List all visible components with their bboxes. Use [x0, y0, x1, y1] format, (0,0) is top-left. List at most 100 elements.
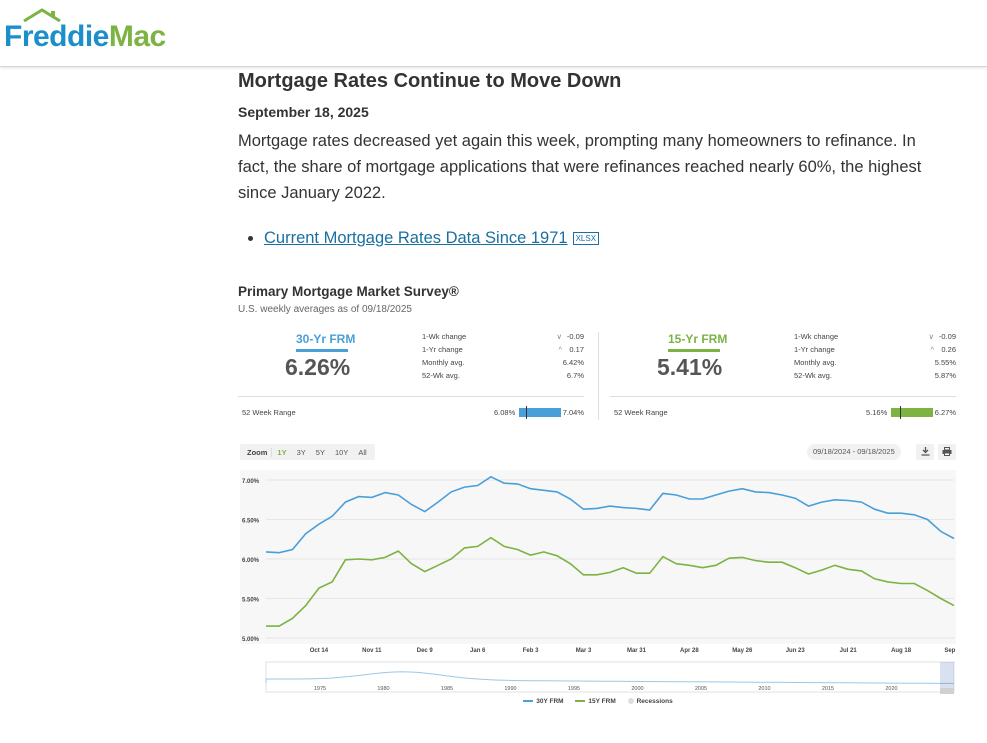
- print-button[interactable]: [938, 444, 956, 460]
- legend-item-recessions[interactable]: Recessions: [627, 698, 673, 705]
- stat-key: 1-Yr change: [422, 345, 463, 354]
- stat-value: -0.09: [566, 332, 584, 341]
- rate-underline: [296, 349, 348, 352]
- zoom-label: Zoom: [243, 447, 273, 457]
- down-arrow-icon: ∨: [928, 332, 935, 341]
- date-range-picker[interactable]: 09/18/2024 - 09/18/2025: [807, 444, 901, 460]
- x-tick-label: Sep 15: [944, 648, 956, 654]
- x-tick-label: Dec 9: [417, 648, 434, 654]
- y-tick-label: 6.00%: [242, 558, 260, 564]
- zoom-selector: Zoom 1Y 3Y 5Y 10Y All: [240, 444, 375, 460]
- x-tick-label: Feb 3: [523, 648, 539, 654]
- rate-label: 30-Yr FRM: [296, 332, 356, 346]
- legend-label: Recessions: [636, 698, 673, 705]
- rate-panel-15yr: 15-Yr FRM 5.41% 1-Wk change ∨ -0.09 1-Yr c…: [610, 332, 956, 422]
- series-line-15y-frm: [266, 536, 955, 627]
- stat-value: 6.42%: [562, 358, 584, 367]
- zoom-3y-button[interactable]: 3Y: [296, 447, 306, 457]
- stat-value: -0.09: [938, 332, 956, 341]
- rate-value: 6.26%: [285, 354, 351, 380]
- xlsx-badge-icon: XLSX: [572, 232, 600, 246]
- logo-wordmark: FreddieMac: [4, 20, 166, 54]
- line-swatch-icon: [523, 700, 534, 703]
- article-body: Mortgage rates decreased yet again this …: [238, 132, 922, 202]
- x-tick-label: May 26: [732, 648, 753, 654]
- house-roof-icon: [23, 8, 61, 22]
- down-arrow-icon: ∨: [556, 332, 563, 341]
- navigator-tick-label: 2000: [631, 686, 643, 692]
- range-bar: [891, 406, 933, 419]
- zoom-10y-button[interactable]: 10Y: [334, 447, 349, 457]
- stat-row: 52-Wk avg. 5.87%: [794, 371, 956, 384]
- zoom-5y-button[interactable]: 5Y: [315, 447, 325, 457]
- print-icon: [942, 447, 952, 456]
- x-tick-label: Oct 14: [310, 648, 329, 654]
- range-marker: [900, 406, 901, 419]
- rate-stats: 1-Wk change ∨ -0.09 1-Yr change ^ 0.17 Month…: [422, 332, 584, 384]
- divider: [238, 396, 584, 397]
- rate-panel-30yr: 30-Yr FRM 6.26% 1-Wk change ∨ -0.09 1-Yr c…: [238, 332, 584, 422]
- range-marker: [526, 406, 527, 419]
- pmms-title: Primary Mortgage Market Survey®: [238, 284, 459, 299]
- logo-freddie: Freddie: [4, 20, 109, 53]
- rate-underline: [668, 349, 720, 352]
- x-tick-label: Mar 3: [576, 648, 592, 654]
- y-tick-label: 5.50%: [242, 598, 260, 604]
- divider: [610, 396, 956, 397]
- range-label: 52 Week Range: [614, 408, 668, 417]
- navigator-tick-label: 1995: [568, 686, 580, 692]
- bullet-icon: [248, 236, 253, 242]
- navigator-tick-label: 2015: [822, 686, 834, 692]
- rates-line-chart[interactable]: 7.00% 6.50% 6.00% 5.50% 5.00% Oct 14 Nov 11 Dec…: [240, 470, 956, 708]
- navigator-tick-label: 1990: [504, 686, 516, 692]
- stat-key: 52-Wk avg.: [422, 371, 460, 380]
- x-tick-label: Jan 6: [470, 648, 486, 654]
- site-header: FreddieMac: [0, 0, 987, 67]
- up-arrow-icon: ^: [558, 345, 562, 354]
- navigator-tick-label: 2005: [695, 686, 707, 692]
- logo-mac: Mac: [108, 20, 166, 53]
- range-fill: [519, 408, 561, 417]
- navigator-tick-label: 1985: [441, 686, 453, 692]
- range-label: 52 Week Range: [242, 408, 296, 417]
- series-line-30y-frm: [265, 475, 955, 554]
- zoom-1y-button[interactable]: 1Y: [277, 447, 287, 457]
- stat-value: 6.7%: [566, 371, 584, 380]
- zoom-all-button[interactable]: All: [358, 447, 367, 457]
- rate-label: 15-Yr FRM: [668, 332, 728, 346]
- navigator-series-line: [265, 671, 955, 684]
- legend-item-15y[interactable]: 15Y FRM: [575, 698, 616, 705]
- x-tick-label: Apr 28: [680, 648, 699, 654]
- dot-swatch-icon: [627, 698, 634, 705]
- chart-legend: 30Y FRM 15Y FRM Recessions: [238, 698, 958, 705]
- legend-item-30y[interactable]: 30Y FRM: [523, 698, 564, 705]
- stat-key: 1-Yr change: [794, 345, 835, 354]
- article-date: September 18, 2025: [238, 104, 369, 120]
- up-arrow-icon: ^: [930, 345, 934, 354]
- line-swatch-icon: [575, 700, 586, 703]
- x-tick-label: Aug 18: [891, 648, 912, 654]
- stat-value: 5.87%: [934, 371, 956, 380]
- rate-value: 5.41%: [657, 354, 723, 380]
- rate-stats: 1-Wk change ∨ -0.09 1-Yr change ^ 0.26 Month…: [794, 332, 956, 384]
- navigator-selection: [940, 662, 954, 688]
- rates-data-link[interactable]: Current Mortgage Rates Data Since 1971: [264, 229, 568, 247]
- y-tick-label: 5.00%: [242, 637, 260, 643]
- navigator-tick-label: 1975: [314, 686, 326, 692]
- range-low: 5.16%: [866, 408, 888, 417]
- stat-value: 5.55%: [934, 358, 956, 367]
- stat-row: 1-Yr change ^ 0.17: [422, 345, 584, 358]
- stat-value: 0.17: [569, 345, 584, 354]
- chart-toolbar: Zoom 1Y 3Y 5Y 10Y All 09/18/2024 - 09/18…: [240, 444, 956, 462]
- stat-key: 52-Wk avg.: [794, 371, 832, 380]
- download-button[interactable]: [916, 444, 934, 460]
- panel-divider: [598, 332, 599, 420]
- x-tick-label: Mar 31: [627, 648, 647, 654]
- navigator-tick-label: 1980: [377, 686, 389, 692]
- range-fill: [891, 408, 933, 417]
- navigator-tick-label: 2010: [758, 686, 770, 692]
- x-tick-label: Jul 21: [840, 648, 858, 654]
- legend-label: 30Y FRM: [536, 698, 564, 705]
- pmms-subtitle: U.S. weekly averages as of 09/18/2025: [238, 304, 412, 315]
- article-title: Mortgage Rates Continue to Move Down: [238, 70, 622, 92]
